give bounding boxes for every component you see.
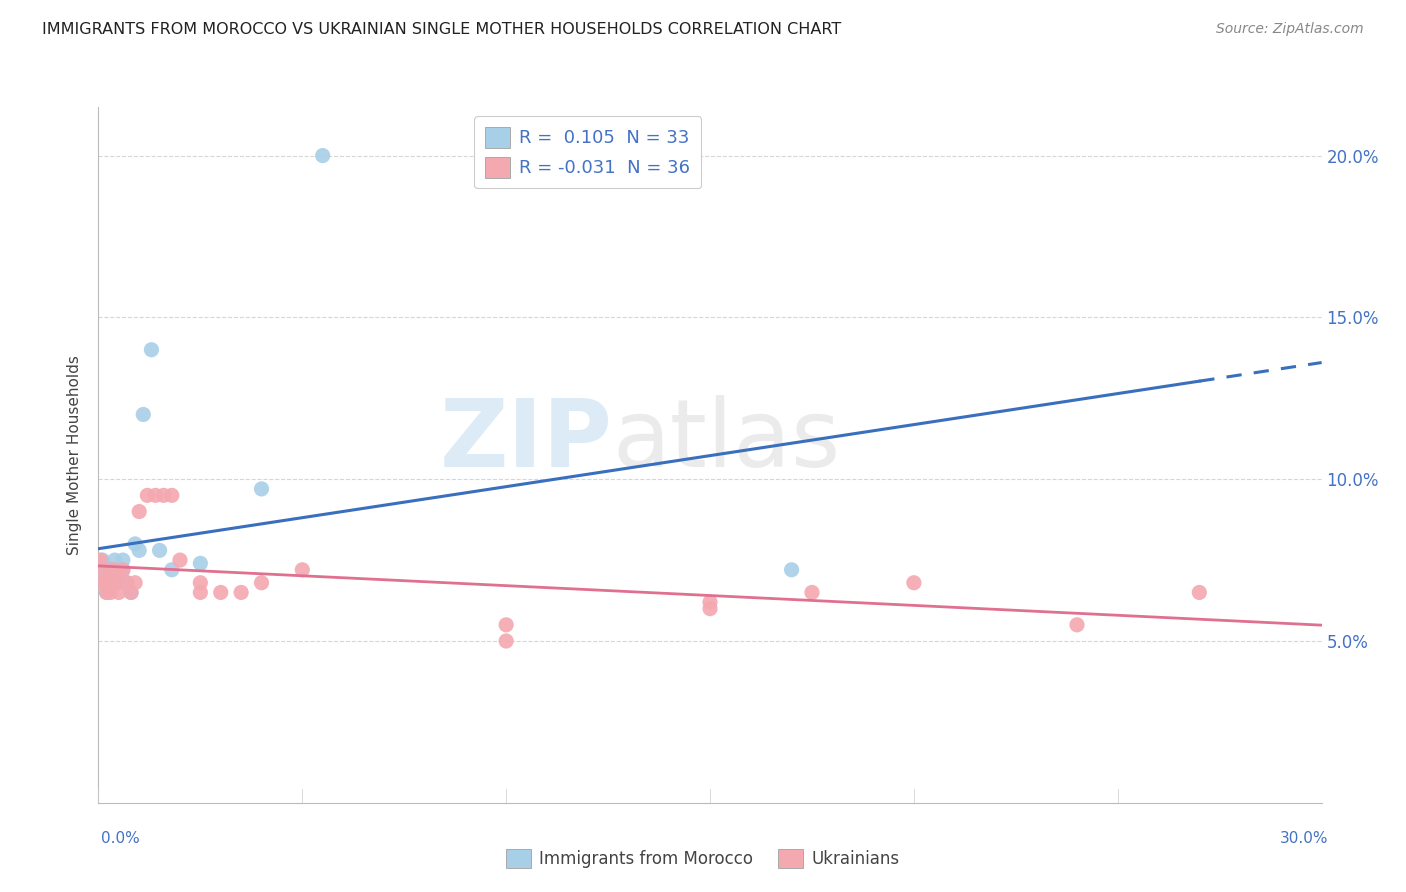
Point bbox=[96, 585, 118, 599]
Point bbox=[1066, 617, 1088, 632]
Point bbox=[108, 563, 131, 577]
Point bbox=[291, 563, 314, 577]
Point bbox=[111, 563, 134, 577]
Point bbox=[100, 563, 122, 577]
Point bbox=[169, 553, 191, 567]
Point bbox=[160, 563, 183, 577]
Point bbox=[96, 559, 118, 574]
Point bbox=[96, 575, 118, 590]
Point bbox=[104, 575, 127, 590]
Point bbox=[231, 585, 253, 599]
Point bbox=[91, 563, 114, 577]
Point bbox=[100, 575, 122, 590]
Point bbox=[115, 575, 138, 590]
Point bbox=[89, 563, 111, 577]
Point bbox=[104, 569, 127, 583]
Point bbox=[108, 575, 131, 590]
Point bbox=[100, 563, 122, 577]
Point bbox=[108, 569, 131, 583]
Point bbox=[100, 575, 122, 590]
Point bbox=[108, 585, 131, 599]
Point bbox=[188, 575, 212, 590]
Point bbox=[100, 563, 122, 577]
Point bbox=[160, 488, 183, 502]
Point bbox=[250, 575, 273, 590]
Legend: R =  0.105  N = 33, R = -0.031  N = 36: R = 0.105 N = 33, R = -0.031 N = 36 bbox=[474, 116, 702, 188]
Point bbox=[152, 488, 174, 502]
Point bbox=[780, 563, 803, 577]
Point bbox=[188, 585, 212, 599]
Point bbox=[111, 563, 134, 577]
Point bbox=[495, 617, 517, 632]
Point bbox=[96, 575, 118, 590]
Point bbox=[128, 543, 150, 558]
Point bbox=[312, 148, 335, 162]
Point bbox=[136, 488, 159, 502]
Point bbox=[124, 537, 146, 551]
Text: ZIP: ZIP bbox=[439, 395, 612, 487]
Point bbox=[132, 408, 155, 422]
Point bbox=[96, 585, 118, 599]
Point bbox=[128, 504, 150, 518]
Point bbox=[104, 563, 127, 577]
Text: Source: ZipAtlas.com: Source: ZipAtlas.com bbox=[1216, 22, 1364, 37]
Text: atlas: atlas bbox=[612, 395, 841, 487]
Point bbox=[903, 575, 925, 590]
Point bbox=[250, 482, 273, 496]
Point bbox=[699, 595, 721, 609]
Point bbox=[100, 585, 122, 599]
Point bbox=[495, 634, 517, 648]
Text: IMMIGRANTS FROM MOROCCO VS UKRAINIAN SINGLE MOTHER HOUSEHOLDS CORRELATION CHART: IMMIGRANTS FROM MOROCCO VS UKRAINIAN SIN… bbox=[42, 22, 841, 37]
Legend: Immigrants from Morocco, Ukrainians: Immigrants from Morocco, Ukrainians bbox=[499, 842, 907, 875]
Point bbox=[209, 585, 232, 599]
Point bbox=[145, 488, 167, 502]
Point bbox=[801, 585, 824, 599]
Y-axis label: Single Mother Households: Single Mother Households bbox=[67, 355, 83, 555]
Point bbox=[91, 553, 114, 567]
Point bbox=[1188, 585, 1211, 599]
Text: 30.0%: 30.0% bbox=[1281, 831, 1329, 846]
Point bbox=[699, 601, 721, 615]
Point bbox=[188, 557, 212, 571]
Point bbox=[104, 553, 127, 567]
Point bbox=[120, 585, 142, 599]
Point bbox=[91, 563, 114, 577]
Point bbox=[141, 343, 163, 357]
Point bbox=[149, 543, 172, 558]
Point bbox=[124, 575, 146, 590]
Point bbox=[89, 553, 111, 567]
Point bbox=[93, 575, 115, 590]
Point bbox=[115, 575, 138, 590]
Point bbox=[91, 575, 114, 590]
Point bbox=[111, 553, 134, 567]
Text: 0.0%: 0.0% bbox=[101, 831, 141, 846]
Point bbox=[120, 585, 142, 599]
